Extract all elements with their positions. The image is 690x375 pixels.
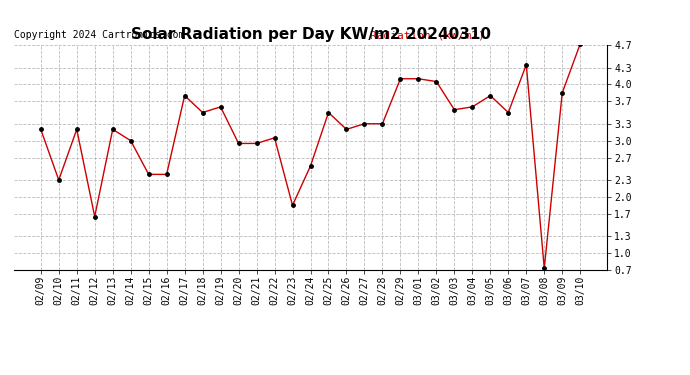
Text: Copyright 2024 Cartronics.com: Copyright 2024 Cartronics.com	[14, 30, 184, 40]
Text: Radiation (kW/m2): Radiation (kW/m2)	[370, 30, 484, 40]
Title: Solar Radiation per Day KW/m2 20240310: Solar Radiation per Day KW/m2 20240310	[130, 27, 491, 42]
